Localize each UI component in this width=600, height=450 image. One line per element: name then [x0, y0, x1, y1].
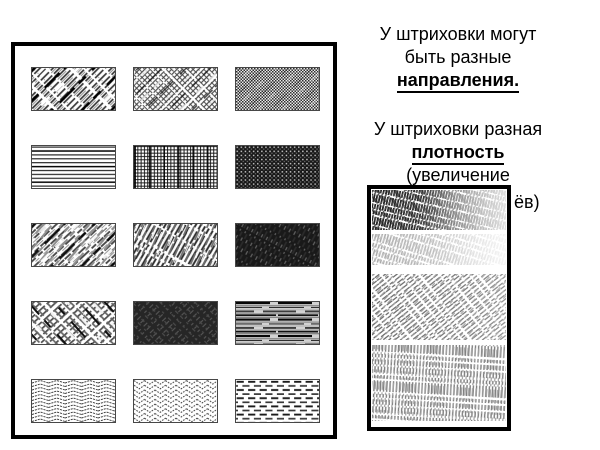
caption-directions-line1: У штриховки могут [379, 24, 537, 44]
hatch-swatch-horizontal-lines [31, 145, 116, 189]
density-band-pencil-gradient-light [372, 234, 506, 265]
hatch-swatch-dark-weave [235, 145, 320, 189]
hatch-swatch-diagonal-crosshatch [133, 67, 218, 111]
hatch-swatch-fine-checker [235, 67, 320, 111]
caption-density-line3: (увеличение [406, 165, 510, 185]
hatch-swatch-sketch-diagonal-medium [133, 223, 218, 267]
density-band-diagonal-hatching [372, 274, 506, 340]
caption-directions-line2: быть разные [404, 47, 512, 67]
hatch-swatch-zigzag-horizontal [31, 379, 116, 423]
density-band-pencil-gradient-dark [372, 190, 506, 230]
hatch-swatch-sketch-diagonal-light [31, 223, 116, 267]
hatch-swatch-dashes [235, 379, 320, 423]
hatch-swatch-grid [133, 145, 218, 189]
hatch-swatch-horizontal-streaks [235, 301, 320, 345]
caption-density-keyword: плотность [350, 141, 566, 165]
hatch-swatch-sketch-diagonal-dark [235, 223, 320, 267]
hatching-samples-board [11, 42, 337, 439]
hatch-swatch-herringbone-vertical [133, 379, 218, 423]
density-band-vertical-hatching [372, 345, 506, 421]
caption-density-line1: У штриховки разная [373, 119, 543, 139]
hatch-swatch-sketch-crosshatch-dark [133, 301, 218, 345]
caption-density: У штриховки разная плотность (увеличение [350, 118, 566, 187]
density-example-image [367, 185, 511, 431]
caption-directions-keyword: направления. [350, 69, 566, 93]
captions: У штриховки могут быть разные направлени… [350, 23, 566, 187]
hatching-samples-grid [15, 46, 333, 435]
caption-directions: У штриховки могут быть разные направлени… [350, 23, 566, 93]
hatch-swatch-diagonal-lines [31, 67, 116, 111]
hatch-swatch-sketch-crosshatch-medium [31, 301, 116, 345]
caption-density-overflow-fragment: ёв) [514, 192, 540, 212]
